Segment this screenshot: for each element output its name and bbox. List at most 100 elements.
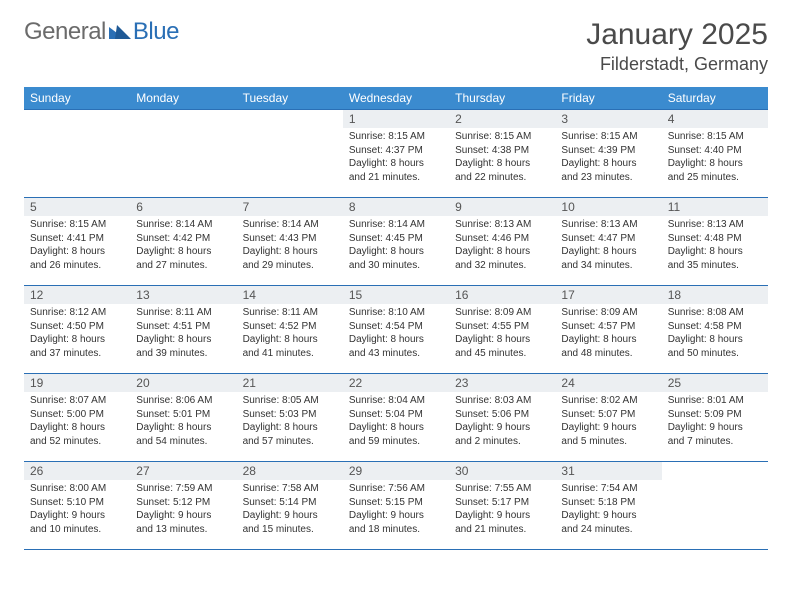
day-number: 8 <box>343 198 449 216</box>
day-content: Sunrise: 8:07 AMSunset: 5:00 PMDaylight:… <box>24 392 130 452</box>
day-content: Sunrise: 8:00 AMSunset: 5:10 PMDaylight:… <box>24 480 130 540</box>
calendar-week-row: 26Sunrise: 8:00 AMSunset: 5:10 PMDayligh… <box>24 462 768 550</box>
calendar-day-cell: 9Sunrise: 8:13 AMSunset: 4:46 PMDaylight… <box>449 198 555 286</box>
day-content: Sunrise: 8:09 AMSunset: 4:57 PMDaylight:… <box>555 304 661 364</box>
day-content: Sunrise: 7:55 AMSunset: 5:17 PMDaylight:… <box>449 480 555 540</box>
day-number: 18 <box>662 286 768 304</box>
calendar-week-row: 0 0 0 1Sunrise: 8:15 AMSunset: 4:37 PMDa… <box>24 110 768 198</box>
logo-text-general: General <box>24 18 106 46</box>
day-number: 13 <box>130 286 236 304</box>
day-number: 22 <box>343 374 449 392</box>
weekday-header: Thursday <box>449 87 555 110</box>
header: General Blue January 2025 Filderstadt, G… <box>24 18 768 75</box>
calendar-day-cell: 19Sunrise: 8:07 AMSunset: 5:00 PMDayligh… <box>24 374 130 462</box>
calendar-week-row: 5Sunrise: 8:15 AMSunset: 4:41 PMDaylight… <box>24 198 768 286</box>
day-number: 2 <box>449 110 555 128</box>
day-number: 12 <box>24 286 130 304</box>
day-content: Sunrise: 8:10 AMSunset: 4:54 PMDaylight:… <box>343 304 449 364</box>
day-number: 24 <box>555 374 661 392</box>
day-content: Sunrise: 8:01 AMSunset: 5:09 PMDaylight:… <box>662 392 768 452</box>
day-number: 15 <box>343 286 449 304</box>
day-content: Sunrise: 8:12 AMSunset: 4:50 PMDaylight:… <box>24 304 130 364</box>
weekday-header: Monday <box>130 87 236 110</box>
day-content: Sunrise: 8:13 AMSunset: 4:47 PMDaylight:… <box>555 216 661 276</box>
day-number: 25 <box>662 374 768 392</box>
day-content: Sunrise: 7:59 AMSunset: 5:12 PMDaylight:… <box>130 480 236 540</box>
calendar-day-cell: 16Sunrise: 8:09 AMSunset: 4:55 PMDayligh… <box>449 286 555 374</box>
calendar-day-cell: 31Sunrise: 7:54 AMSunset: 5:18 PMDayligh… <box>555 462 661 550</box>
day-content: Sunrise: 8:14 AMSunset: 4:43 PMDaylight:… <box>237 216 343 276</box>
day-content: Sunrise: 8:13 AMSunset: 4:46 PMDaylight:… <box>449 216 555 276</box>
calendar-day-cell: 21Sunrise: 8:05 AMSunset: 5:03 PMDayligh… <box>237 374 343 462</box>
day-number: 6 <box>130 198 236 216</box>
day-number: 4 <box>662 110 768 128</box>
weekday-header: Saturday <box>662 87 768 110</box>
weekday-header: Tuesday <box>237 87 343 110</box>
calendar-day-cell: 20Sunrise: 8:06 AMSunset: 5:01 PMDayligh… <box>130 374 236 462</box>
calendar-day-cell: 24Sunrise: 8:02 AMSunset: 5:07 PMDayligh… <box>555 374 661 462</box>
calendar-table: SundayMondayTuesdayWednesdayThursdayFrid… <box>24 87 768 550</box>
calendar-day-cell: 15Sunrise: 8:10 AMSunset: 4:54 PMDayligh… <box>343 286 449 374</box>
calendar-week-row: 19Sunrise: 8:07 AMSunset: 5:00 PMDayligh… <box>24 374 768 462</box>
day-content: Sunrise: 8:11 AMSunset: 4:52 PMDaylight:… <box>237 304 343 364</box>
day-content: Sunrise: 8:13 AMSunset: 4:48 PMDaylight:… <box>662 216 768 276</box>
calendar-day-cell: 17Sunrise: 8:09 AMSunset: 4:57 PMDayligh… <box>555 286 661 374</box>
day-number: 3 <box>555 110 661 128</box>
calendar-day-cell: 18Sunrise: 8:08 AMSunset: 4:58 PMDayligh… <box>662 286 768 374</box>
day-number: 23 <box>449 374 555 392</box>
calendar-day-cell: 27Sunrise: 7:59 AMSunset: 5:12 PMDayligh… <box>130 462 236 550</box>
weekday-header: Wednesday <box>343 87 449 110</box>
day-content: Sunrise: 8:03 AMSunset: 5:06 PMDaylight:… <box>449 392 555 452</box>
calendar-day-cell: 26Sunrise: 8:00 AMSunset: 5:10 PMDayligh… <box>24 462 130 550</box>
day-content: Sunrise: 8:15 AMSunset: 4:37 PMDaylight:… <box>343 128 449 188</box>
calendar-day-cell: 10Sunrise: 8:13 AMSunset: 4:47 PMDayligh… <box>555 198 661 286</box>
day-number: 9 <box>449 198 555 216</box>
title-block: January 2025 Filderstadt, Germany <box>586 18 768 75</box>
day-number: 16 <box>449 286 555 304</box>
day-content: Sunrise: 8:04 AMSunset: 5:04 PMDaylight:… <box>343 392 449 452</box>
calendar-day-cell: 0 <box>130 110 236 198</box>
day-content: Sunrise: 8:15 AMSunset: 4:41 PMDaylight:… <box>24 216 130 276</box>
day-number: 27 <box>130 462 236 480</box>
day-number: 10 <box>555 198 661 216</box>
calendar-day-cell: 0 <box>237 110 343 198</box>
calendar-day-cell: 7Sunrise: 8:14 AMSunset: 4:43 PMDaylight… <box>237 198 343 286</box>
calendar-day-cell: 4Sunrise: 8:15 AMSunset: 4:40 PMDaylight… <box>662 110 768 198</box>
logo-text-blue: Blue <box>133 18 179 46</box>
day-number: 1 <box>343 110 449 128</box>
calendar-day-cell: 0 <box>662 462 768 550</box>
day-content: Sunrise: 8:09 AMSunset: 4:55 PMDaylight:… <box>449 304 555 364</box>
day-number: 31 <box>555 462 661 480</box>
calendar-day-cell: 30Sunrise: 7:55 AMSunset: 5:17 PMDayligh… <box>449 462 555 550</box>
weekday-header: Sunday <box>24 87 130 110</box>
calendar-day-cell: 29Sunrise: 7:56 AMSunset: 5:15 PMDayligh… <box>343 462 449 550</box>
calendar-day-cell: 28Sunrise: 7:58 AMSunset: 5:14 PMDayligh… <box>237 462 343 550</box>
weekday-header: Friday <box>555 87 661 110</box>
calendar-day-cell: 14Sunrise: 8:11 AMSunset: 4:52 PMDayligh… <box>237 286 343 374</box>
calendar-day-cell: 8Sunrise: 8:14 AMSunset: 4:45 PMDaylight… <box>343 198 449 286</box>
logo-triangle-icon <box>109 18 131 34</box>
location: Filderstadt, Germany <box>586 54 768 75</box>
day-number: 29 <box>343 462 449 480</box>
calendar-week-row: 12Sunrise: 8:12 AMSunset: 4:50 PMDayligh… <box>24 286 768 374</box>
calendar-day-cell: 11Sunrise: 8:13 AMSunset: 4:48 PMDayligh… <box>662 198 768 286</box>
day-content: Sunrise: 7:56 AMSunset: 5:15 PMDaylight:… <box>343 480 449 540</box>
calendar-day-cell: 12Sunrise: 8:12 AMSunset: 4:50 PMDayligh… <box>24 286 130 374</box>
day-number: 11 <box>662 198 768 216</box>
day-content: Sunrise: 8:06 AMSunset: 5:01 PMDaylight:… <box>130 392 236 452</box>
month-title: January 2025 <box>586 18 768 52</box>
day-number: 28 <box>237 462 343 480</box>
day-content: Sunrise: 8:14 AMSunset: 4:45 PMDaylight:… <box>343 216 449 276</box>
day-content: Sunrise: 7:54 AMSunset: 5:18 PMDaylight:… <box>555 480 661 540</box>
day-content: Sunrise: 8:02 AMSunset: 5:07 PMDaylight:… <box>555 392 661 452</box>
day-number: 17 <box>555 286 661 304</box>
day-content: Sunrise: 8:05 AMSunset: 5:03 PMDaylight:… <box>237 392 343 452</box>
calendar-day-cell: 23Sunrise: 8:03 AMSunset: 5:06 PMDayligh… <box>449 374 555 462</box>
day-number: 21 <box>237 374 343 392</box>
calendar-day-cell: 2Sunrise: 8:15 AMSunset: 4:38 PMDaylight… <box>449 110 555 198</box>
day-number: 30 <box>449 462 555 480</box>
calendar-day-cell: 22Sunrise: 8:04 AMSunset: 5:04 PMDayligh… <box>343 374 449 462</box>
calendar-day-cell: 0 <box>24 110 130 198</box>
day-number: 7 <box>237 198 343 216</box>
day-number: 26 <box>24 462 130 480</box>
